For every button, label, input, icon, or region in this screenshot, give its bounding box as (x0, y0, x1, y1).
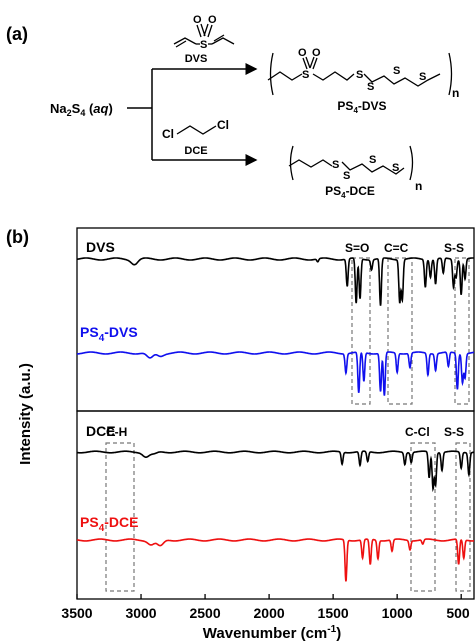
band-box-so (351, 257, 371, 405)
band-box-ch (105, 442, 135, 592)
x-tick-label: 3500 (61, 605, 92, 621)
series-label-ps4dce: PS4-DCE (80, 514, 138, 534)
dvs-o-atom-right: O (208, 14, 217, 26)
band-label-ccl: C-Cl (405, 425, 430, 439)
ps4dce-s3: S (369, 154, 376, 166)
spectrum-dvs (76, 257, 474, 306)
panel-b-label: (b) (6, 227, 29, 247)
ps4dvs-structure: S O O S S S S n (267, 47, 459, 100)
series-label-dvs: DVS (86, 239, 115, 255)
ps4dvs-s1: S (356, 69, 363, 81)
x-tick-label: 2000 (254, 605, 285, 621)
spectrum-dce (77, 450, 475, 493)
ps4dce-s2: S (343, 170, 350, 182)
band-box-ss-top (454, 257, 470, 405)
panel-b: (b) DVS PS4-DVS DCE PS4-DCE S=O C=C S-S … (6, 227, 475, 641)
bottom-plot-frame (76, 410, 475, 600)
dce-cl-left: Cl (162, 127, 174, 141)
band-boxes (105, 257, 471, 592)
ps4dvs-n: n (452, 86, 459, 100)
x-axis-label: Wavenumber (cm-1) (203, 624, 341, 641)
panel-a-label: (a) (6, 24, 28, 44)
band-label-ss-bottom: S-S (444, 425, 464, 439)
ps4dce-n: n (415, 179, 422, 193)
x-tick-label: 1500 (318, 605, 349, 621)
ps4dvs-s3: S (393, 65, 400, 77)
band-label-so: S=O (345, 241, 369, 255)
ps4dce-structure: S S S S n (288, 145, 422, 193)
x-tick-label: 1000 (382, 605, 413, 621)
x-tick-label: 3000 (125, 605, 156, 621)
panel-a: (a) Na2S4 (aq) S O (6, 14, 459, 200)
band-label-cc: C=C (384, 241, 409, 255)
reaction-arrows (127, 63, 258, 166)
ps4dvs-o-left: O (298, 47, 307, 59)
ps4dvs-s2: S (367, 81, 374, 93)
x-tick-label: 2500 (189, 605, 220, 621)
spectrum-ps4-dvs (77, 351, 475, 396)
dce-cl-right: Cl (217, 118, 229, 132)
band-label-ch: C-H (106, 425, 127, 439)
spectra (76, 257, 475, 582)
series-label-ps4dvs: PS4-DVS (80, 324, 138, 344)
product-top-label: PS4-DVS (337, 99, 386, 115)
dvs-s-atom: S (200, 39, 207, 51)
spectrum-ps4-dce (76, 538, 474, 582)
band-box-ccl (410, 442, 436, 592)
reagent-top-label: DVS (185, 53, 208, 65)
dvs-o-atom-left: O (193, 14, 202, 26)
ps4dvs-s4: S (419, 71, 426, 83)
x-axis: 3500 3000 2500 2000 1500 1000 500 (61, 594, 470, 621)
reactant-label: Na2S4 (aq) (50, 101, 113, 118)
dvs-structure: S O O (173, 14, 235, 51)
product-bottom-label: PS4-DCE (325, 184, 375, 200)
dce-structure: Cl Cl (162, 118, 229, 141)
ps4dvs-s-sulfone: S (302, 69, 309, 81)
ps4dce-s4: S (392, 162, 399, 174)
reagent-bottom-label: DCE (184, 145, 207, 157)
band-box-ss-bottom (455, 442, 471, 592)
y-axis-label: Intensity (a.u.) (17, 363, 34, 465)
band-label-ss-top: S-S (444, 241, 464, 255)
ps4dvs-o-right: O (312, 47, 321, 59)
ps4dce-s1: S (332, 159, 339, 171)
band-box-cc (387, 257, 413, 405)
x-tick-label: 500 (446, 605, 470, 621)
top-plot-frame (76, 227, 475, 412)
series-label-dce: DCE (86, 423, 116, 439)
